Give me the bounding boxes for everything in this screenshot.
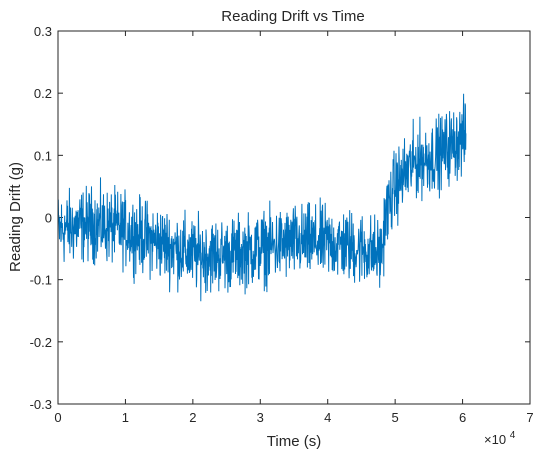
y-tick-label: -0.2 xyxy=(30,335,52,350)
x-axis-exponent-power: 4 xyxy=(510,430,516,441)
y-tick-label: 0.2 xyxy=(34,86,52,101)
series-line xyxy=(57,93,467,302)
x-tick-label: 0 xyxy=(54,410,61,425)
x-tick-label: 1 xyxy=(122,410,129,425)
y-tick-label: 0.1 xyxy=(34,148,52,163)
x-tick-label: 3 xyxy=(257,410,264,425)
y-tick-label: -0.1 xyxy=(30,273,52,288)
y-axis-label: Reading Drift (g) xyxy=(7,162,24,272)
x-tick-label: 7 xyxy=(526,410,533,425)
x-axis-exponent: ×10 4 xyxy=(484,430,516,447)
y-tick-label: 0.3 xyxy=(34,24,52,39)
x-tick-label: 6 xyxy=(459,410,466,425)
chart-title: Reading Drift vs Time xyxy=(221,8,364,25)
x-tick-label: 2 xyxy=(189,410,196,425)
x-tick-label: 4 xyxy=(324,410,331,425)
y-tick-label: -0.3 xyxy=(30,397,52,412)
x-tick-label: 5 xyxy=(392,410,399,425)
x-axis-label: Time (s) xyxy=(267,433,321,450)
y-tick-label: 0 xyxy=(45,211,52,226)
axes-box xyxy=(57,30,531,405)
y-axis-ticks: -0.3 -0.2 -0.1 0 0.1 0.2 0.3 xyxy=(30,24,530,412)
x-axis-exponent-base: ×10 xyxy=(484,432,506,447)
